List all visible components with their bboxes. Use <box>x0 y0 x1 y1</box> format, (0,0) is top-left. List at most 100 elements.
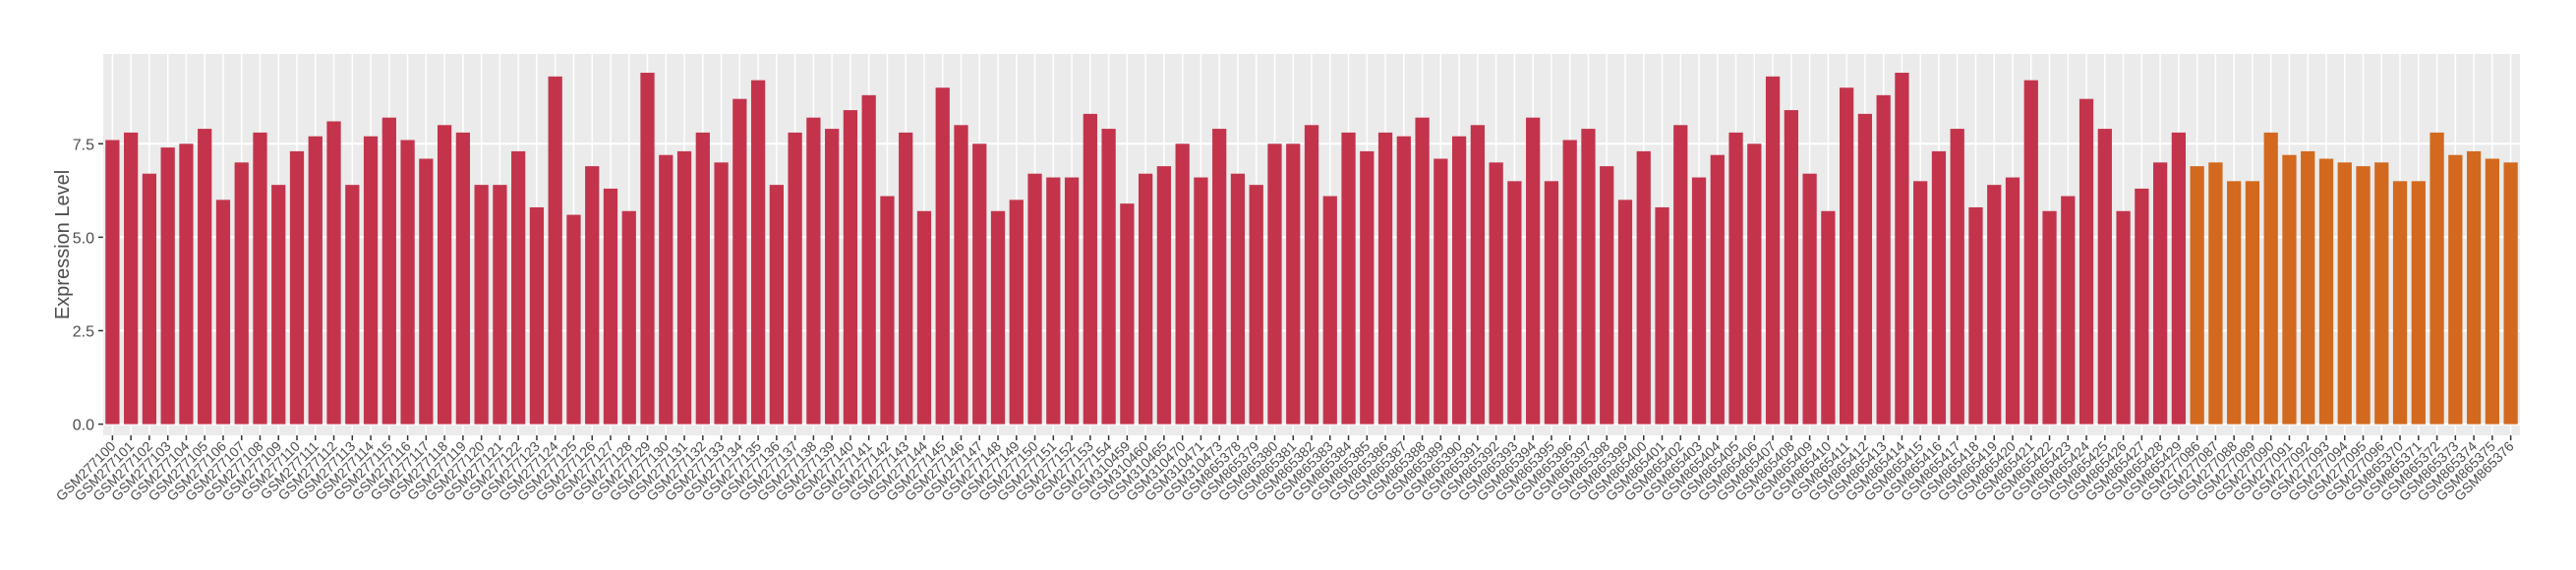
bar <box>769 185 784 425</box>
bar <box>880 196 895 425</box>
bar <box>2152 162 2168 425</box>
bar <box>2466 150 2482 425</box>
bar <box>1931 150 1947 425</box>
bar <box>2356 166 2371 425</box>
bar <box>253 132 267 425</box>
bar <box>695 132 710 425</box>
bar <box>1322 196 1337 425</box>
bar <box>640 73 655 425</box>
bar <box>1120 203 1135 425</box>
bar <box>1655 206 1669 425</box>
bar <box>659 154 673 425</box>
bar <box>1950 129 1964 425</box>
bar <box>1286 143 1301 425</box>
bar <box>714 162 729 425</box>
bar <box>2227 181 2242 425</box>
bar <box>2208 162 2223 425</box>
bar <box>1470 125 1486 425</box>
bar <box>1341 132 1356 425</box>
bar <box>1600 166 1614 425</box>
bar <box>1489 162 1503 425</box>
bar <box>2318 158 2334 425</box>
bar <box>2503 162 2518 425</box>
bar <box>493 185 507 425</box>
y-tick-label: 0.0 <box>73 418 94 434</box>
bar <box>2042 210 2057 425</box>
bar <box>548 76 562 425</box>
bar <box>1526 117 1541 425</box>
bar <box>345 185 360 425</box>
bar <box>566 214 581 425</box>
bar <box>2097 129 2112 425</box>
bar <box>2430 132 2444 425</box>
bar <box>2337 162 2352 425</box>
bar <box>437 125 452 425</box>
bar <box>474 185 489 425</box>
bar <box>732 98 747 425</box>
bar <box>1636 150 1651 425</box>
bar <box>419 158 434 425</box>
bar <box>1175 143 1190 425</box>
bar <box>1434 158 1448 425</box>
bar <box>1617 200 1633 425</box>
bar <box>788 132 802 425</box>
bar <box>1138 173 1153 425</box>
bar <box>1747 143 1762 425</box>
bar <box>2061 196 2076 425</box>
bar <box>935 87 950 425</box>
bar <box>2116 210 2131 425</box>
bar <box>861 94 876 425</box>
bar <box>1840 87 1854 425</box>
bar <box>289 150 305 425</box>
bar <box>529 206 545 425</box>
bar <box>363 136 379 425</box>
bar <box>1396 136 1411 425</box>
bar <box>271 185 286 425</box>
bar <box>1562 140 1577 425</box>
bar <box>2135 188 2149 425</box>
bar <box>843 110 858 425</box>
bar <box>1083 113 1097 425</box>
bar <box>455 132 471 425</box>
bar <box>603 188 618 425</box>
bar <box>1507 181 1522 425</box>
bar <box>585 166 600 425</box>
bar <box>1267 143 1282 425</box>
bar <box>2005 177 2020 425</box>
bar <box>954 125 968 425</box>
bar <box>916 210 932 425</box>
bar <box>2448 154 2463 425</box>
bar <box>400 140 415 425</box>
bar <box>234 162 249 425</box>
bar <box>676 150 692 425</box>
bar <box>124 132 139 425</box>
bar <box>825 129 840 425</box>
bar <box>1857 113 1873 425</box>
bar <box>1156 166 1172 425</box>
bar <box>1691 177 1707 425</box>
bar <box>1101 129 1116 425</box>
bar <box>1415 117 1430 425</box>
bar <box>1987 185 2002 425</box>
bar <box>381 117 396 425</box>
bar <box>1046 177 1061 425</box>
bar <box>1765 76 1781 425</box>
bar <box>1377 132 1393 425</box>
bar <box>1728 132 1743 425</box>
y-tick-label: 7.5 <box>73 137 94 153</box>
bar <box>750 80 766 425</box>
bar <box>899 132 913 425</box>
bar <box>2392 181 2408 425</box>
bar <box>1710 154 1725 425</box>
bar <box>806 117 821 425</box>
bar <box>2485 158 2499 425</box>
bar <box>511 150 526 425</box>
bar <box>1784 110 1798 425</box>
bar <box>2245 181 2260 425</box>
y-axis-title: Expression Level <box>52 170 74 319</box>
bar <box>1913 181 1928 425</box>
bar <box>1544 181 1559 425</box>
bar <box>308 136 322 425</box>
bar <box>1451 136 1467 425</box>
